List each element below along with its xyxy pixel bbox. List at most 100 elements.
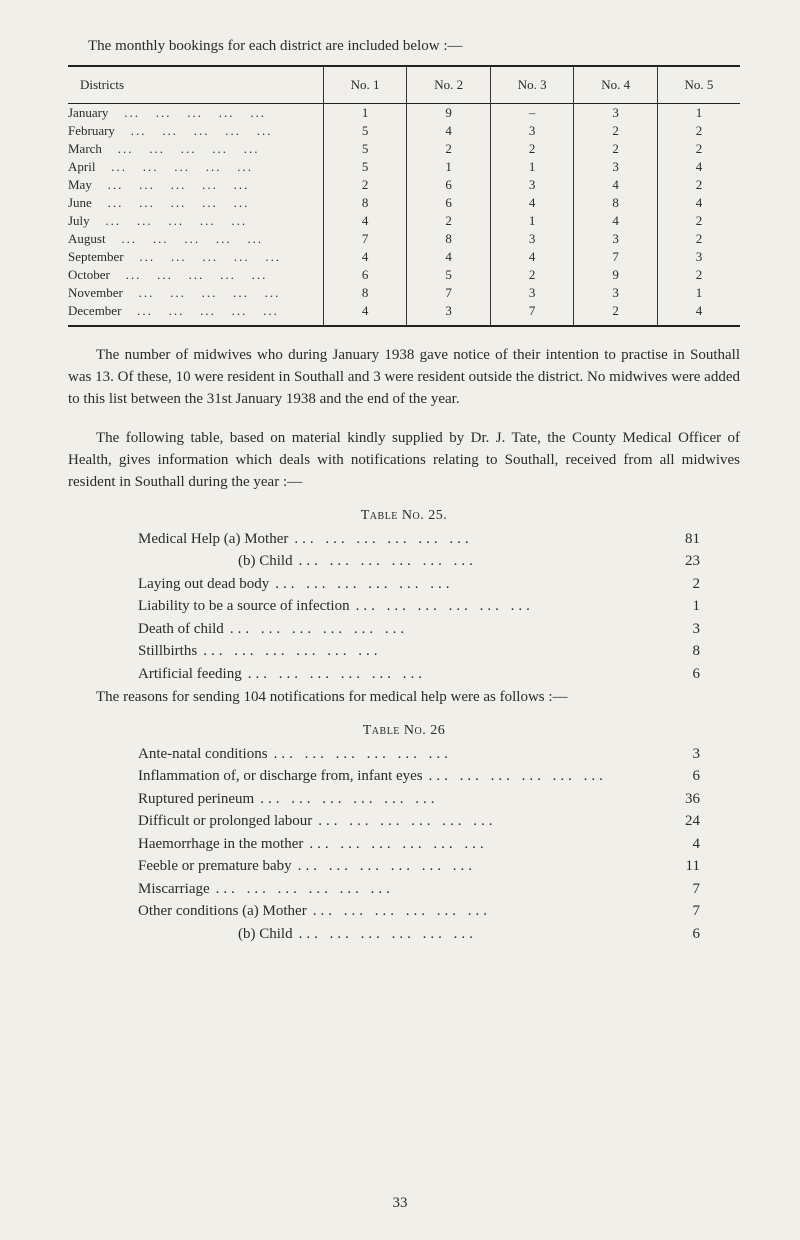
table-row: August ... ... ... ... ...78332: [68, 230, 740, 248]
list-label: Laying out dead body: [138, 573, 269, 596]
month-cell: February ... ... ... ... ...: [68, 122, 323, 140]
value-cell: 2: [407, 140, 491, 158]
value-cell: 2: [657, 122, 740, 140]
list-value: 1: [660, 595, 700, 618]
list-item: (b) Child ... ... ... ... ... ...23: [138, 550, 700, 573]
list-value: 6: [660, 663, 700, 686]
month-cell: January ... ... ... ... ...: [68, 104, 323, 123]
table-25-title: Table No. 25.: [68, 508, 740, 524]
value-cell: 2: [574, 302, 658, 326]
value-cell: 7: [490, 302, 574, 326]
month-cell: July ... ... ... ... ...: [68, 212, 323, 230]
table-25: Medical Help (a) Mother ... ... ... ... …: [138, 528, 700, 686]
value-cell: 4: [323, 302, 407, 326]
page-container: The monthly bookings for each district a…: [0, 0, 800, 1240]
list-value: 6: [660, 765, 700, 788]
list-item: (b) Child ... ... ... ... ... ...6: [138, 923, 700, 946]
value-cell: 6: [407, 176, 491, 194]
value-cell: 8: [574, 194, 658, 212]
value-cell: 5: [323, 158, 407, 176]
value-cell: 4: [657, 158, 740, 176]
list-dots: ... ... ... ... ... ...: [269, 573, 660, 596]
table-row: January ... ... ... ... ...19–31: [68, 104, 740, 123]
value-cell: 4: [407, 122, 491, 140]
table-row: October ... ... ... ... ...65292: [68, 266, 740, 284]
value-cell: 2: [323, 176, 407, 194]
value-cell: 1: [657, 284, 740, 302]
list-dots: ... ... ... ... ... ...: [197, 640, 660, 663]
list-value: 23: [660, 550, 700, 573]
month-cell: April ... ... ... ... ...: [68, 158, 323, 176]
list-label: Feeble or premature baby: [138, 855, 292, 878]
table-26-title: Table No. 26: [68, 723, 740, 739]
value-cell: 3: [490, 176, 574, 194]
list-dots: ... ... ... ... ... ...: [224, 618, 660, 641]
col-header-no1: No. 1: [323, 66, 407, 104]
col-header-no2: No. 2: [407, 66, 491, 104]
list-dots: ... ... ... ... ... ...: [288, 528, 660, 551]
list-item: Laying out dead body ... ... ... ... ...…: [138, 573, 700, 596]
list-value: 3: [660, 743, 700, 766]
value-cell: 2: [574, 122, 658, 140]
value-cell: 4: [490, 248, 574, 266]
value-cell: 2: [657, 176, 740, 194]
value-cell: 9: [407, 104, 491, 123]
page-number: 33: [0, 1195, 800, 1212]
list-label: Artificial feeding: [138, 663, 242, 686]
list-value: 7: [660, 878, 700, 901]
col-header-no5: No. 5: [657, 66, 740, 104]
col-header-districts: Districts: [68, 66, 323, 104]
list-item: Stillbirths ... ... ... ... ... ...8: [138, 640, 700, 663]
list-label: Haemorrhage in the mother: [138, 833, 303, 856]
list-label: Difficult or prolonged labour: [138, 810, 312, 833]
month-cell: May ... ... ... ... ...: [68, 176, 323, 194]
month-cell: March ... ... ... ... ...: [68, 140, 323, 158]
table-row: April ... ... ... ... ...51134: [68, 158, 740, 176]
list-dots: ... ... ... ... ... ...: [423, 765, 660, 788]
list-value: 24: [660, 810, 700, 833]
value-cell: 2: [574, 140, 658, 158]
month-cell: November ... ... ... ... ...: [68, 284, 323, 302]
value-cell: 2: [657, 230, 740, 248]
value-cell: 3: [490, 230, 574, 248]
list-item: Difficult or prolonged labour ... ... ..…: [138, 810, 700, 833]
paragraph-midwives-notice: The number of midwives who during Januar…: [68, 345, 740, 410]
list-dots: ... ... ... ... ... ...: [312, 810, 660, 833]
list-item: Medical Help (a) Mother ... ... ... ... …: [138, 528, 700, 551]
list-label: Ruptured perineum: [138, 788, 254, 811]
value-cell: 7: [323, 230, 407, 248]
value-cell: 7: [574, 248, 658, 266]
table-row: December ... ... ... ... ...43724: [68, 302, 740, 326]
value-cell: 4: [657, 302, 740, 326]
list-item: Death of child ... ... ... ... ... ...3: [138, 618, 700, 641]
col-header-no3: No. 3: [490, 66, 574, 104]
list-item: Ante-natal conditions ... ... ... ... ..…: [138, 743, 700, 766]
list-label: Liability to be a source of infection: [138, 595, 350, 618]
value-cell: 7: [407, 284, 491, 302]
list-item: Ruptured perineum ... ... ... ... ... ..…: [138, 788, 700, 811]
value-cell: 5: [407, 266, 491, 284]
value-cell: 5: [323, 140, 407, 158]
list-dots: ... ... ... ... ... ...: [292, 855, 660, 878]
table-row: November ... ... ... ... ...87331: [68, 284, 740, 302]
list-label: Ante-natal conditions: [138, 743, 268, 766]
list-label: Inflammation of, or discharge from, infa…: [138, 765, 423, 788]
value-cell: 4: [323, 212, 407, 230]
list-label: Medical Help (a) Mother: [138, 528, 288, 551]
value-cell: 1: [323, 104, 407, 123]
value-cell: 5: [323, 122, 407, 140]
list-value: 36: [660, 788, 700, 811]
table-row: May ... ... ... ... ...26342: [68, 176, 740, 194]
list-dots: ... ... ... ... ... ...: [350, 595, 660, 618]
table-row: June ... ... ... ... ...86484: [68, 194, 740, 212]
value-cell: 2: [490, 266, 574, 284]
list-label: Other conditions (a) Mother: [138, 900, 307, 923]
value-cell: 4: [574, 176, 658, 194]
col-header-no4: No. 4: [574, 66, 658, 104]
month-cell: August ... ... ... ... ...: [68, 230, 323, 248]
paragraph-table-intro: The following table, based on material k…: [68, 428, 740, 493]
value-cell: 4: [490, 194, 574, 212]
list-value: 7: [660, 900, 700, 923]
list-item: Feeble or premature baby ... ... ... ...…: [138, 855, 700, 878]
month-cell: September ... ... ... ... ...: [68, 248, 323, 266]
